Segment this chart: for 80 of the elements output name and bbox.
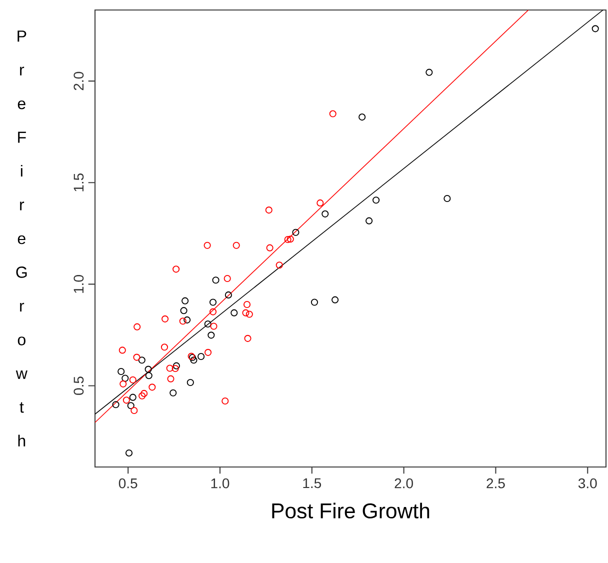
point [179,318,186,325]
point [316,199,324,206]
point [186,378,194,386]
point [210,322,218,330]
x-tick-label: 1.5 [303,478,322,488]
point [224,274,231,282]
point [125,449,133,457]
y-tick-label: 1.5 [74,173,84,192]
point [222,397,229,405]
x-tick-label: 2.0 [394,478,413,488]
point [242,309,250,316]
point [166,364,174,372]
point [332,296,339,304]
point [127,402,134,410]
point [122,396,130,404]
point [204,348,212,356]
y-tick-label: 2.0 [74,72,84,90]
point [133,354,140,361]
point [172,364,179,372]
point [144,366,152,373]
point [184,316,191,324]
point [366,217,373,224]
x-tick-label: 2.5 [486,478,505,488]
point [130,406,138,414]
x-tick-label: 0.5 [118,478,138,488]
point [284,236,292,244]
point [190,356,198,364]
y-tick-label: 1.0 [74,275,84,293]
point [162,315,169,322]
point [372,196,380,204]
point [310,298,318,306]
point [204,242,211,249]
point [246,310,253,318]
point [329,110,336,118]
point [112,401,120,408]
point [243,300,251,308]
point [286,236,294,243]
point [172,362,180,370]
point [244,334,252,342]
point [140,390,148,397]
point [170,389,177,396]
point [138,392,146,400]
point [172,266,180,273]
point [212,276,220,284]
point [265,206,272,214]
point [180,307,188,314]
point [209,308,217,316]
point [426,68,433,76]
text: Pre Fire Growth [16,30,28,446]
x-tick-label: 3.0 [578,478,597,488]
point [118,368,125,376]
point [198,352,205,360]
point [444,194,451,202]
point [167,375,174,382]
point [160,344,168,351]
point [224,291,232,298]
point [148,384,156,391]
point [230,309,238,316]
point [122,374,129,382]
point [276,262,283,269]
point [592,25,599,32]
x-axis-title: Post Fire Growth [272,502,430,518]
point [292,228,300,236]
point [204,320,212,328]
point [134,323,141,330]
point [129,376,136,384]
point [129,394,136,401]
point [138,356,146,364]
point [208,332,215,339]
point [145,372,152,380]
point [182,297,189,304]
point [118,346,126,354]
point [120,380,127,388]
x-tick-label: 1.0 [211,478,230,488]
point [358,113,366,121]
y-tick-label: 0.5 [74,376,84,395]
point [322,210,329,218]
point [209,298,217,306]
point [266,244,274,252]
point [232,242,240,249]
